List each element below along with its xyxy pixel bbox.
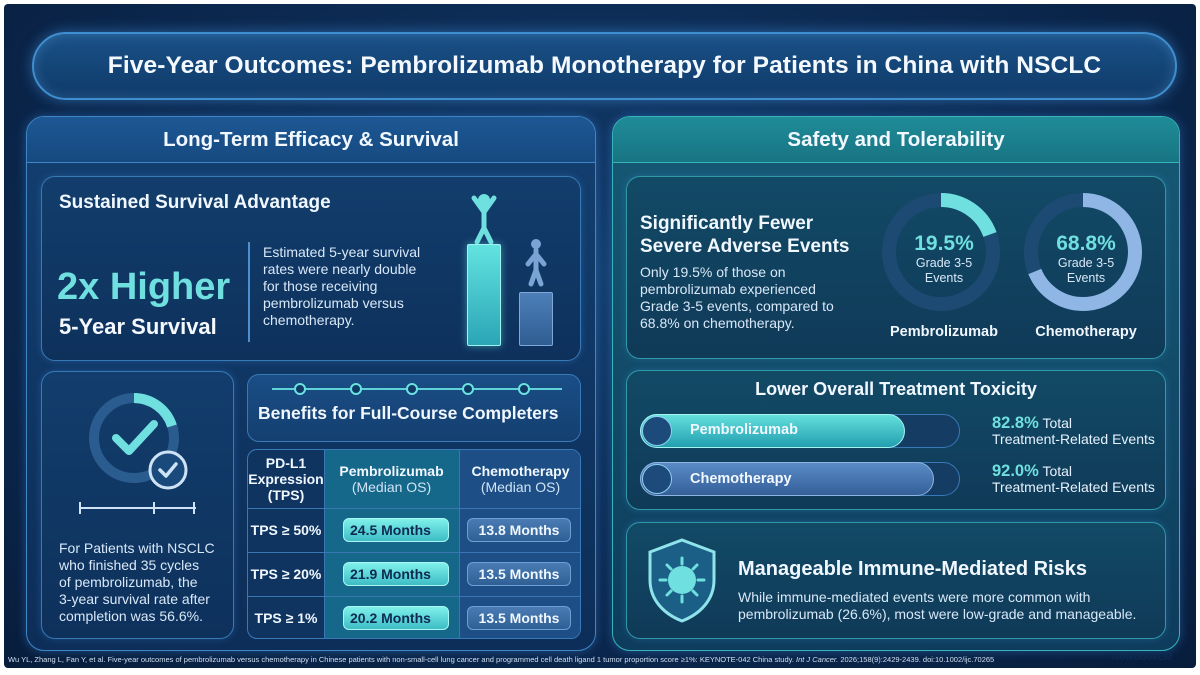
- toxicity-label-chemotherapy: Chemotherapy: [690, 471, 792, 487]
- pembrolizumab-survival-bar: [467, 244, 501, 346]
- pembrolizumab-os-value: 21.9 Months: [343, 562, 449, 586]
- pembrolizumab-toxicity-value: 82.8% Total Treatment-Related Events: [992, 414, 1155, 447]
- survival-bars-illustration: [471, 194, 547, 287]
- toxicity-label-pembrolizumab: Pembrolizumab: [690, 422, 798, 438]
- chemotherapy-ring-label: 68.8% Grade 3-5 Events: [1056, 232, 1116, 285]
- title-banner: Five-Year Outcomes: Pembrolizumab Monoth…: [32, 32, 1177, 100]
- immune-card: [626, 522, 1166, 639]
- table-row-label: TPS ≥ 1%: [254, 610, 318, 626]
- column-header-tps: PD-L1 Expression (TPS): [248, 455, 324, 503]
- patient-icon: [642, 464, 672, 494]
- adverse-heading: Significantly Fewer Severe Adverse Event…: [640, 213, 850, 257]
- timeline-dot: [462, 383, 474, 395]
- column-header-chemotherapy: Chemotherapy (Median OS): [471, 463, 570, 495]
- timeline-dot: [350, 383, 362, 395]
- table-row-label: TPS ≥ 20%: [250, 566, 322, 582]
- survival-heading: Sustained Survival Advantage: [59, 192, 331, 213]
- completers-text: For Patients with NSCLC who finished 35 …: [59, 540, 215, 624]
- grade-3-5-rings: [882, 193, 1142, 311]
- pembrolizumab-ring-arc: [882, 193, 1000, 311]
- survival-stat-sub: 5-Year Survival: [59, 314, 217, 339]
- person-raised-arms-icon: [471, 194, 497, 245]
- toxicity-heading: Lower Overall Treatment Toxicity: [755, 379, 1037, 399]
- chemotherapy-toxicity-bar: [640, 462, 934, 496]
- infographic-frame: Five-Year Outcomes: Pembrolizumab Monoth…: [4, 4, 1196, 668]
- divider: [248, 242, 250, 342]
- pembrolizumab-os-value: 24.5 Months: [343, 518, 449, 542]
- survival-stat: 2x Higher: [57, 266, 231, 308]
- timeline-dot: [406, 383, 418, 395]
- chemotherapy-survival-bar: [519, 292, 553, 346]
- chemotherapy-ring-arc: [1024, 193, 1142, 311]
- citation: Wu YL, Zhang L, Fan Y, et al. Five-year …: [8, 655, 995, 664]
- shield-virus-icon: [648, 538, 716, 623]
- checkmark-clock-icon: [79, 393, 196, 514]
- person-standing-icon: [525, 239, 547, 287]
- benefits-table: PD-L1 Expression (TPS) Pembrolizumab (Me…: [247, 449, 581, 639]
- timeline-dot: [518, 383, 530, 395]
- safety-heading: Safety and Tolerability: [613, 117, 1179, 163]
- column-header-pembrolizumab: Pembrolizumab (Median OS): [339, 463, 444, 495]
- pembrolizumab-toxicity-bar: [640, 414, 905, 448]
- chemotherapy-ring-name: Chemotherapy: [1035, 324, 1137, 340]
- immune-heading: Manageable Immune-Mediated Risks: [738, 558, 1087, 580]
- page-title: Five-Year Outcomes: Pembrolizumab Monoth…: [107, 52, 1102, 79]
- chemotherapy-os-value: 13.8 Months: [467, 518, 571, 542]
- adverse-text: Only 19.5% of those on pembrolizumab exp…: [640, 264, 834, 331]
- chemotherapy-toxicity-value: 92.0% Total Treatment-Related Events: [992, 462, 1155, 495]
- benefits-heading: Benefits for Full-Course Completers: [258, 403, 559, 423]
- pembrolizumab-ring-label: 19.5% Grade 3-5 Events: [914, 232, 974, 285]
- efficacy-heading: Long-Term Efficacy & Survival: [27, 117, 595, 163]
- brand-logo: NotebookLM: [1112, 652, 1173, 663]
- timeline-dot: [294, 383, 306, 395]
- patient-icon: [642, 416, 672, 446]
- survival-text: Estimated 5-year survival rates were nea…: [263, 244, 421, 328]
- chemotherapy-os-value: 13.5 Months: [467, 606, 571, 630]
- table-row-label: TPS ≥ 50%: [250, 522, 322, 538]
- chemotherapy-os-value: 13.5 Months: [467, 562, 571, 586]
- pembrolizumab-ring-name: Pembrolizumab: [890, 324, 998, 340]
- completers-card: [41, 371, 234, 639]
- immune-text: While immune-mediated events were more c…: [738, 589, 1137, 622]
- pembrolizumab-os-value: 20.2 Months: [343, 606, 449, 630]
